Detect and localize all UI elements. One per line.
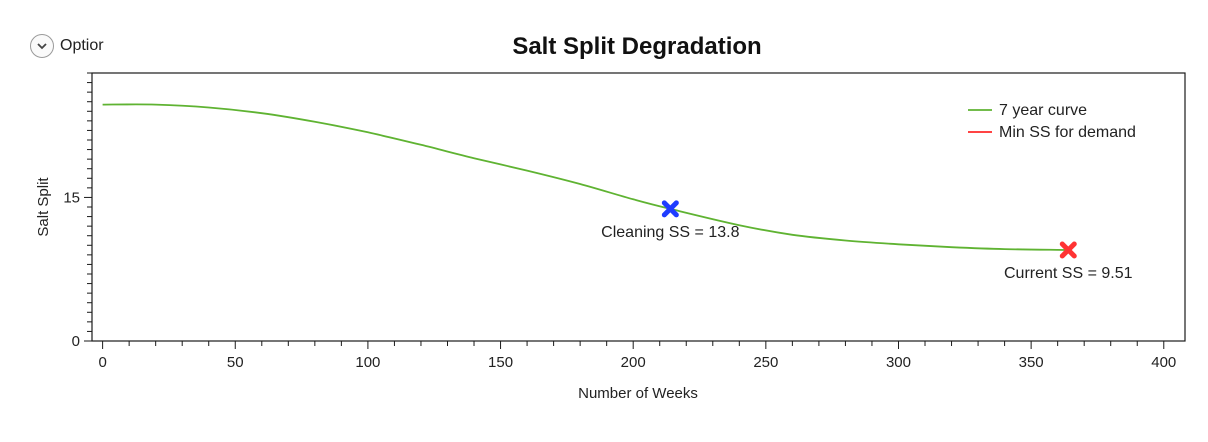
chart-title: Salt Split Degradation	[512, 33, 761, 60]
y-tick-label: 15	[63, 189, 80, 206]
data-point-marker	[1059, 241, 1077, 259]
options-toggle[interactable]: Optior	[30, 32, 120, 60]
x-axis-label: Number of Weeks	[578, 385, 698, 402]
marker-stroke	[661, 200, 679, 218]
x-tick-label: 350	[1019, 354, 1044, 371]
y-axis-label: Salt Split	[35, 177, 52, 237]
marker-annotation: Cleaning SS = 13.8	[601, 224, 739, 241]
x-tick-label: 300	[886, 354, 911, 371]
options-label: Optior	[60, 37, 104, 54]
x-tick-label: 100	[355, 354, 380, 371]
chevron-down-icon	[30, 34, 54, 58]
legend-entry: 7 year curve	[999, 102, 1087, 119]
marker-annotation: Current SS = 9.51	[1004, 265, 1133, 282]
marker-stroke	[1059, 241, 1077, 259]
x-tick-label: 150	[488, 354, 513, 371]
plot-area	[91, 72, 1186, 342]
x-tick-label: 200	[621, 354, 646, 371]
x-tick-label: 400	[1151, 354, 1176, 371]
series-line	[102, 103, 1069, 251]
x-tick-label: 50	[227, 354, 244, 371]
data-point-marker	[661, 200, 679, 218]
x-tick-label: 250	[753, 354, 778, 371]
legend-entry: Min SS for demand	[999, 124, 1136, 141]
y-tick-label: 0	[72, 333, 80, 350]
x-tick-label: 0	[98, 354, 106, 371]
